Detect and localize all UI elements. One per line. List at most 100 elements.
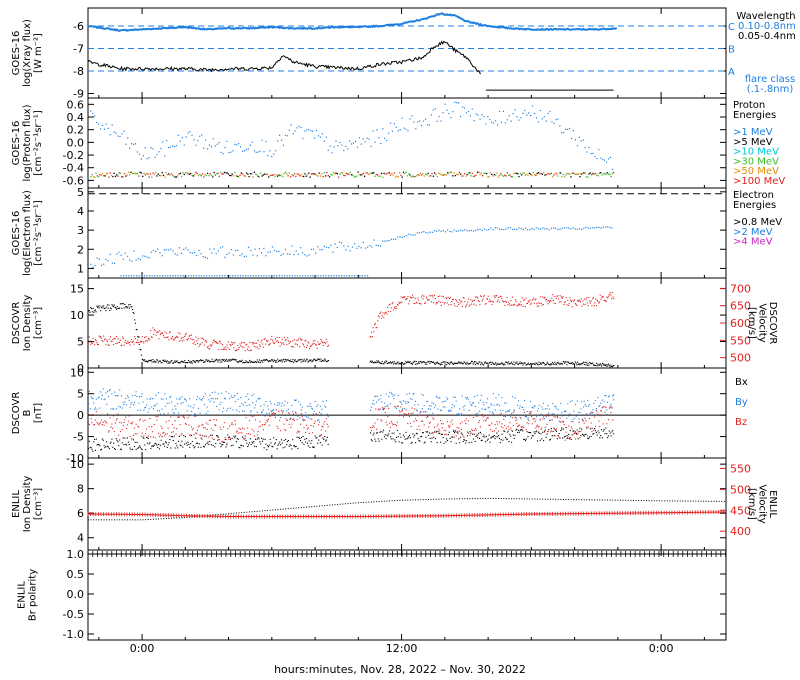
data-point xyxy=(371,172,374,174)
data-point xyxy=(190,334,193,336)
legend-item: Bz xyxy=(735,417,747,428)
data-point xyxy=(414,360,416,362)
data-point xyxy=(178,173,180,175)
data-point xyxy=(437,423,439,425)
data-point xyxy=(144,174,146,176)
data-point xyxy=(527,418,529,420)
data-point xyxy=(604,299,606,301)
data-point xyxy=(275,414,277,416)
data-point xyxy=(541,406,543,408)
data-point xyxy=(445,361,447,363)
data-point xyxy=(197,140,199,142)
data-point xyxy=(404,296,406,298)
data-point xyxy=(418,361,420,363)
data-point xyxy=(88,341,90,344)
data-point xyxy=(594,428,596,430)
data-point xyxy=(588,417,590,420)
data-point xyxy=(407,437,409,439)
data-point xyxy=(390,307,392,309)
data-point xyxy=(366,275,369,277)
data-point xyxy=(578,173,580,175)
data-point xyxy=(113,391,116,393)
data-point xyxy=(536,410,539,412)
data-point xyxy=(197,361,199,363)
data-point xyxy=(126,174,128,176)
data-point xyxy=(267,445,269,447)
data-point xyxy=(600,298,602,300)
data-point xyxy=(398,301,400,303)
data-point xyxy=(495,120,497,122)
data-point xyxy=(213,361,215,363)
data-point xyxy=(138,336,140,338)
data-point xyxy=(551,435,553,437)
data-point xyxy=(163,413,165,415)
data-point xyxy=(595,409,597,412)
data-point xyxy=(534,405,536,407)
ytick-label: -0.4 xyxy=(63,162,84,175)
data-point xyxy=(497,299,499,301)
data-point xyxy=(567,436,569,438)
data-point xyxy=(479,410,481,412)
data-point xyxy=(276,425,278,427)
data-point xyxy=(433,294,436,296)
data-point xyxy=(196,359,198,362)
data-point xyxy=(117,135,119,137)
data-point xyxy=(322,359,324,361)
data-point xyxy=(247,148,250,150)
data-point xyxy=(566,172,568,175)
data-point xyxy=(603,364,605,366)
data-point xyxy=(411,441,413,443)
data-point xyxy=(510,120,512,122)
data-point xyxy=(482,401,484,404)
right-axis-label-line: ENLIL xyxy=(767,490,778,518)
data-point xyxy=(152,358,154,361)
data-point xyxy=(515,419,517,421)
data-point xyxy=(122,303,124,305)
data-point xyxy=(374,324,376,326)
data-point xyxy=(208,174,210,177)
data-point xyxy=(509,305,511,307)
data-point xyxy=(261,411,263,413)
data-point xyxy=(651,500,653,502)
data-point xyxy=(607,435,610,437)
data-point xyxy=(395,406,397,408)
data-point xyxy=(126,404,128,406)
series-line xyxy=(87,12,618,32)
data-point xyxy=(313,173,315,175)
data-point xyxy=(313,422,315,425)
data-point xyxy=(411,362,413,364)
data-point xyxy=(91,311,93,313)
data-point xyxy=(602,430,604,432)
data-point xyxy=(320,275,322,277)
data-point xyxy=(260,172,262,174)
data-point xyxy=(574,228,576,230)
data-point xyxy=(218,348,220,351)
legend-item: >1 MeV xyxy=(733,127,773,138)
data-point xyxy=(219,247,222,249)
data-point xyxy=(389,422,391,424)
data-point xyxy=(154,275,156,277)
data-point xyxy=(318,358,320,360)
data-point xyxy=(532,299,534,301)
data-point xyxy=(200,437,202,439)
data-point xyxy=(440,420,442,422)
data-point xyxy=(140,172,143,174)
data-point xyxy=(498,363,500,365)
ytick-label: 2 xyxy=(77,243,84,256)
data-point xyxy=(309,176,311,178)
data-point xyxy=(158,432,160,434)
data-point xyxy=(188,443,190,445)
data-point xyxy=(196,442,198,444)
data-point xyxy=(182,275,184,277)
data-point xyxy=(508,428,510,430)
data-point xyxy=(532,435,534,437)
data-point xyxy=(331,504,333,506)
data-point xyxy=(528,420,530,422)
data-point xyxy=(440,362,442,364)
data-point xyxy=(522,430,524,432)
data-point xyxy=(409,398,411,400)
data-point xyxy=(168,442,170,444)
data-point xyxy=(601,365,603,367)
data-point xyxy=(597,175,599,177)
data-point xyxy=(570,176,572,178)
